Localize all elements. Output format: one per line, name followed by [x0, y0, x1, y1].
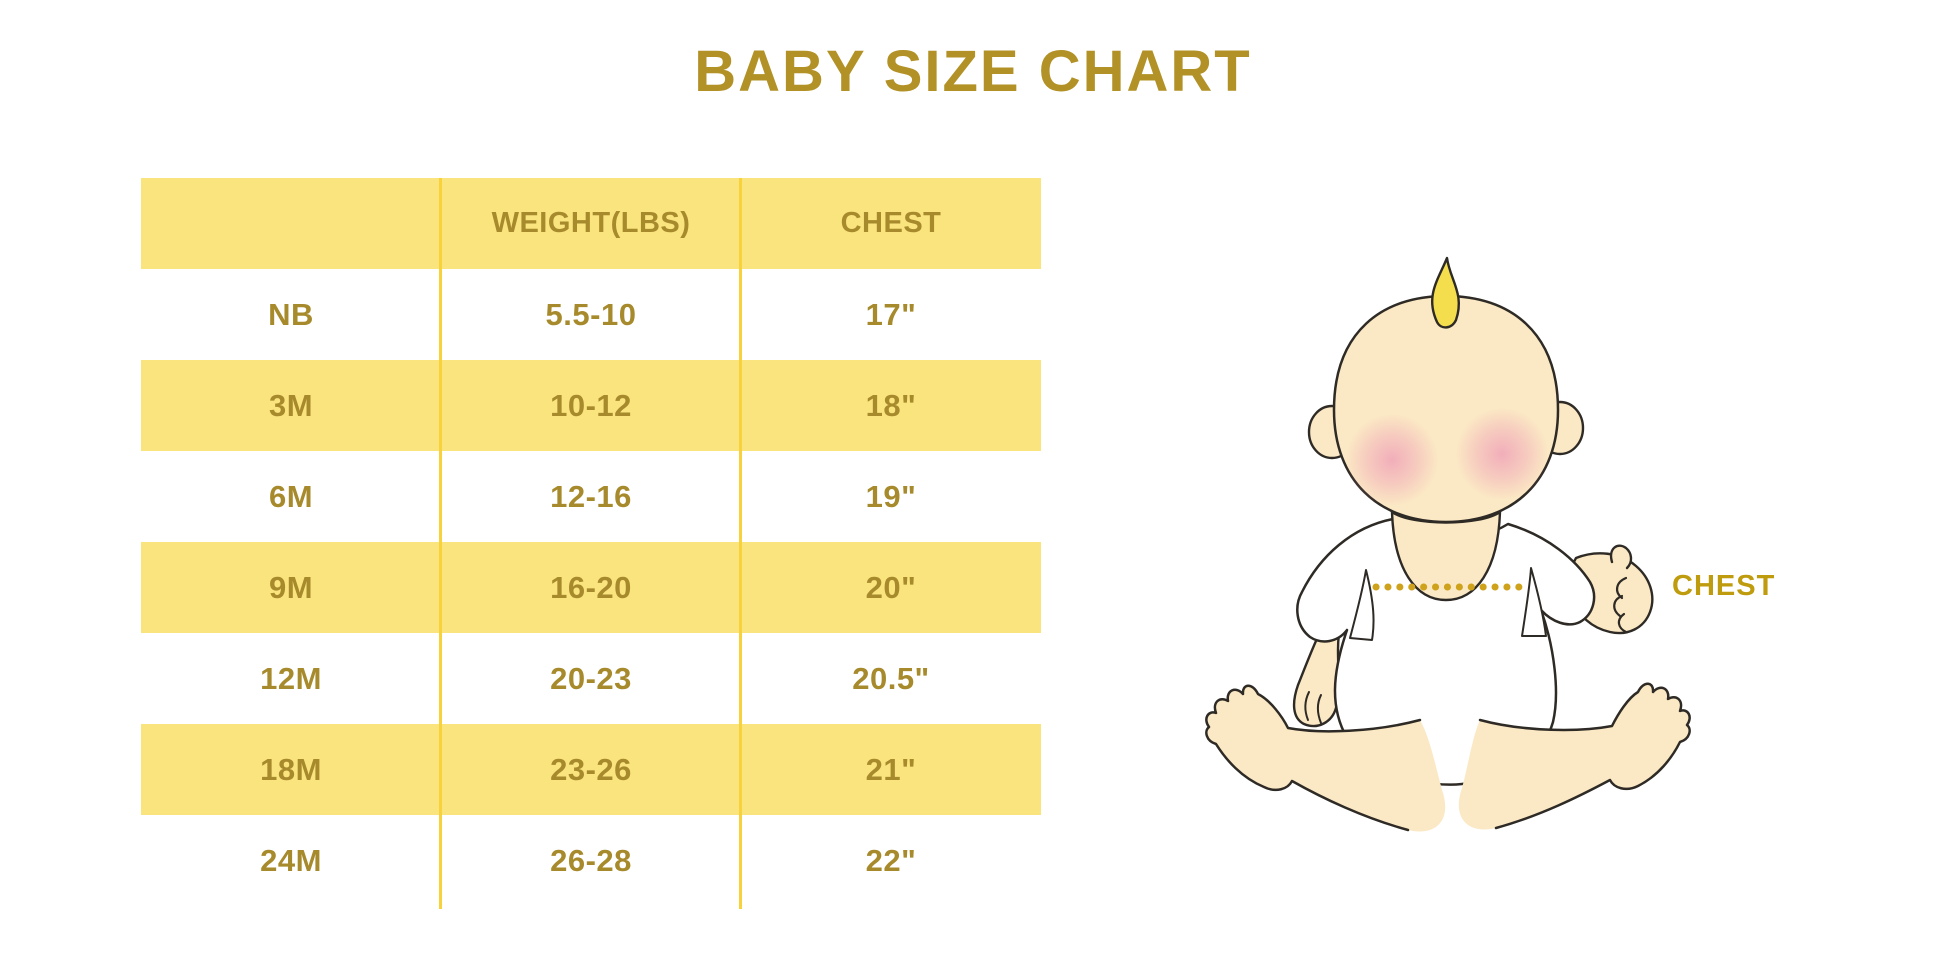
baby-leg-left	[1205, 684, 1446, 832]
header-size	[141, 178, 441, 269]
table-row: 18M 23-26 21"	[141, 724, 1041, 815]
chest-cell: 22"	[865, 842, 917, 878]
chest-cell: 20"	[865, 569, 917, 605]
size-cell: 12M	[260, 660, 322, 696]
chest-label: CHEST	[1672, 570, 1776, 602]
baby-arm-left	[1292, 613, 1346, 728]
size-cell: NB	[268, 296, 314, 332]
size-cell: 18M	[260, 751, 322, 787]
table-row: 9M 16-20 20"	[141, 542, 1041, 633]
table-header-row: WEIGHT(LBS) CHEST	[141, 178, 1041, 269]
size-table: WEIGHT(LBS) CHEST NB 5.5-10 17" 3M 10-12…	[141, 178, 1041, 909]
header-chest: CHEST	[840, 207, 942, 239]
chest-cell: 21"	[865, 751, 917, 787]
weight-cell: 10-12	[550, 387, 632, 423]
size-cell: 6M	[268, 478, 314, 514]
column-divider-line	[739, 178, 742, 909]
weight-cell: 12-16	[550, 478, 632, 514]
baby-hair-icon	[1431, 256, 1461, 329]
chest-cell: 18"	[865, 387, 917, 423]
chest-cell: 19"	[865, 478, 917, 514]
chest-cell: 17"	[865, 296, 917, 332]
baby-underarm-notch-left	[1349, 569, 1375, 641]
chest-cell: 20.5"	[852, 660, 930, 696]
baby-leg-right	[1458, 682, 1691, 830]
size-cell: 24M	[260, 842, 322, 878]
weight-cell: 23-26	[550, 751, 632, 787]
baby-figure-svg	[1205, 256, 1691, 832]
table-row: 12M 20-23 20.5"	[141, 633, 1041, 724]
header-weight: WEIGHT(LBS)	[491, 207, 691, 239]
table-row: 24M 26-28 22"	[141, 815, 1041, 906]
weight-cell: 5.5-10	[545, 296, 637, 332]
baby-cheek-left	[1346, 414, 1438, 506]
table-row: 6M 12-16 19"	[141, 451, 1041, 542]
weight-cell: 16-20	[550, 569, 632, 605]
table-row: NB 5.5-10 17"	[141, 269, 1041, 360]
baby-underarm-notch-right	[1521, 567, 1547, 637]
page-title: BABY SIZE CHART	[694, 39, 1252, 104]
size-cell: 9M	[268, 569, 314, 605]
column-divider-line	[439, 178, 442, 909]
baby-cheek-right	[1456, 408, 1548, 500]
baby-illustration	[1180, 230, 1800, 850]
size-cell: 3M	[268, 387, 314, 423]
weight-cell: 20-23	[550, 660, 632, 696]
table-row: 3M 10-12 18"	[141, 360, 1041, 451]
weight-cell: 26-28	[550, 842, 632, 878]
